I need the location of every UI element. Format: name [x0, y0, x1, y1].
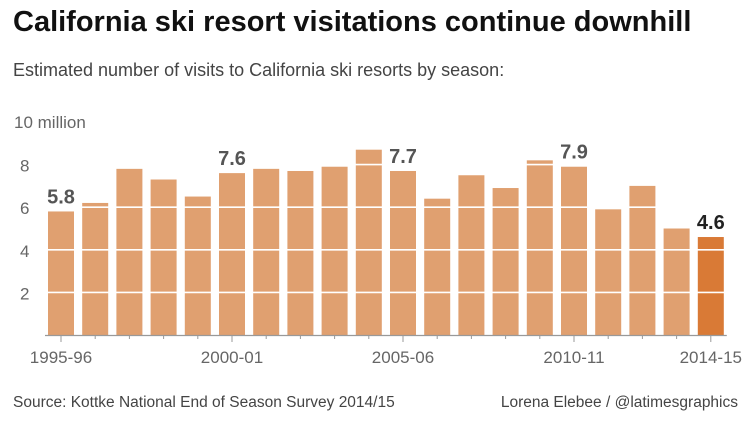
bar-2013-14 [663, 228, 690, 335]
bar-2003-04 [321, 166, 348, 335]
bar-2008-09 [492, 188, 519, 335]
bar-2002-03 [287, 170, 314, 335]
bar-2012-13 [629, 185, 656, 335]
credit-note: Lorena Elebee / @latimesgraphics [500, 394, 738, 411]
data-label-2000-01: 7.6 [218, 148, 246, 170]
y-tick-label-8: 8 [20, 157, 29, 176]
x-tick-label-2005-06: 2005-06 [372, 348, 434, 367]
bar-1995-96 [48, 211, 74, 335]
bar-1996-97 [82, 202, 109, 335]
y-tick-label-10: 10 million [14, 113, 86, 132]
bar-2010-11 [561, 166, 587, 335]
source-note: Source: Kottke National End of Season Su… [13, 394, 395, 411]
x-tick-label-2000-01: 2000-01 [201, 348, 263, 367]
y-tick-label-6: 6 [20, 199, 29, 218]
bar-2014-15 [697, 237, 724, 335]
bar-1997-98 [116, 168, 143, 335]
x-tick-label-1995-96: 1995-96 [30, 348, 92, 367]
data-label-2010-11: 7.9 [560, 142, 588, 164]
chart-title: California ski resort visitations contin… [13, 6, 692, 38]
bar-2006-07 [424, 198, 451, 335]
bar-2009-10 [526, 160, 553, 335]
data-label-2005-06: 7.7 [389, 146, 417, 168]
bar-1998-99 [150, 179, 177, 335]
bar-2001-02 [253, 168, 280, 335]
data-label-2014-15: 4.6 [697, 212, 725, 234]
bar-1999-00 [184, 196, 211, 335]
x-tick-label-2014-15: 2014-15 [680, 348, 742, 367]
chart-subtitle: Estimated number of visits to California… [13, 60, 505, 80]
bar-2000-01 [219, 173, 245, 335]
bar-2005-06 [390, 170, 416, 335]
y-tick-label-4: 4 [20, 242, 29, 261]
y-tick-label-2: 2 [20, 284, 29, 303]
bar-2004-05 [355, 149, 382, 335]
data-label-1995-96: 5.8 [47, 186, 75, 208]
x-tick-label-2010-11: 2010-11 [543, 348, 604, 367]
bar-2007-08 [458, 175, 485, 335]
bar-2011-12 [595, 209, 622, 335]
